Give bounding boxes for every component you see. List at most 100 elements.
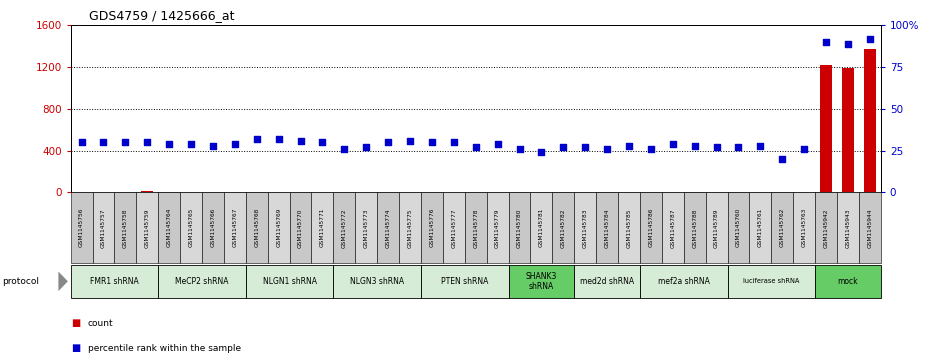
Point	[577, 144, 593, 150]
Text: GSM1145944: GSM1145944	[868, 208, 872, 248]
Point	[227, 141, 242, 147]
Bar	[618, 192, 640, 263]
Text: PTEN shRNA: PTEN shRNA	[441, 277, 489, 286]
Bar	[137, 192, 158, 263]
Bar	[815, 265, 881, 298]
Bar	[864, 49, 876, 192]
Point	[250, 136, 265, 142]
Text: GSM1145943: GSM1145943	[845, 208, 851, 248]
Point	[556, 144, 571, 150]
Point	[337, 146, 352, 152]
Bar	[71, 265, 158, 298]
Text: GSM1145781: GSM1145781	[539, 208, 544, 248]
Text: GSM1145785: GSM1145785	[626, 208, 631, 248]
Bar	[92, 192, 114, 263]
Text: GSM1145775: GSM1145775	[408, 208, 413, 248]
Text: NLGN1 shRNA: NLGN1 shRNA	[263, 277, 317, 286]
Text: GSM1145760: GSM1145760	[736, 208, 741, 248]
Point	[622, 143, 637, 148]
Text: GSM1145789: GSM1145789	[714, 208, 719, 248]
Bar	[464, 192, 487, 263]
Text: percentile rank within the sample: percentile rank within the sample	[88, 344, 241, 353]
Point	[512, 146, 527, 152]
Text: luciferase shRNA: luciferase shRNA	[743, 278, 800, 284]
Point	[819, 39, 834, 45]
Point	[709, 144, 724, 150]
Text: mock: mock	[837, 277, 858, 286]
Bar	[859, 192, 881, 263]
Bar	[684, 192, 706, 263]
Text: GSM1145784: GSM1145784	[605, 208, 609, 248]
Bar	[224, 192, 246, 263]
Text: GSM1145777: GSM1145777	[451, 208, 456, 248]
Point	[139, 139, 154, 145]
Bar	[815, 192, 837, 263]
Text: protocol: protocol	[2, 277, 39, 286]
Point	[359, 144, 374, 150]
Bar	[268, 192, 289, 263]
Bar	[158, 265, 246, 298]
Text: GSM1145766: GSM1145766	[210, 208, 216, 248]
Text: GSM1145771: GSM1145771	[320, 208, 325, 248]
Bar	[114, 192, 137, 263]
Text: GSM1145767: GSM1145767	[233, 208, 237, 248]
Text: GSM1145782: GSM1145782	[560, 208, 566, 248]
Text: SHANK3
shRNA: SHANK3 shRNA	[526, 272, 557, 291]
Bar	[443, 192, 464, 263]
Point	[665, 141, 680, 147]
Text: GSM1145942: GSM1145942	[823, 208, 829, 248]
Point	[753, 143, 768, 148]
Bar	[246, 265, 333, 298]
Point	[271, 136, 286, 142]
Text: GSM1145763: GSM1145763	[802, 208, 806, 248]
Bar	[552, 192, 575, 263]
Bar	[640, 265, 727, 298]
Bar	[421, 265, 509, 298]
Bar	[333, 192, 355, 263]
Text: GSM1145772: GSM1145772	[342, 208, 347, 248]
Bar	[487, 192, 509, 263]
Bar	[575, 265, 640, 298]
Point	[162, 141, 177, 147]
Text: GSM1145762: GSM1145762	[780, 208, 785, 248]
Text: GSM1145774: GSM1145774	[385, 208, 391, 248]
Bar	[771, 192, 793, 263]
Bar	[842, 68, 854, 192]
Polygon shape	[58, 272, 68, 291]
Bar	[662, 192, 684, 263]
Point	[687, 143, 702, 148]
Text: GDS4759 / 1425666_at: GDS4759 / 1425666_at	[89, 9, 235, 22]
Text: GSM1145780: GSM1145780	[517, 208, 522, 248]
Text: GSM1145783: GSM1145783	[583, 208, 588, 248]
Bar	[575, 192, 596, 263]
Bar	[530, 192, 552, 263]
Text: ■: ■	[71, 343, 80, 354]
Bar	[750, 192, 771, 263]
Bar	[509, 192, 530, 263]
Point	[490, 141, 505, 147]
Text: GSM1145788: GSM1145788	[692, 208, 697, 248]
Point	[534, 150, 549, 155]
Bar	[141, 191, 154, 192]
Point	[643, 146, 658, 152]
Point	[205, 143, 220, 148]
Bar	[355, 192, 377, 263]
Bar	[377, 192, 399, 263]
Point	[425, 139, 440, 145]
Point	[315, 139, 330, 145]
Bar	[180, 192, 202, 263]
Text: GSM1145786: GSM1145786	[648, 208, 654, 248]
Text: GSM1145757: GSM1145757	[101, 208, 106, 248]
Point	[447, 139, 462, 145]
Bar	[727, 192, 750, 263]
Text: med2d shRNA: med2d shRNA	[580, 277, 634, 286]
Bar	[312, 192, 333, 263]
Bar	[837, 192, 859, 263]
Point	[402, 138, 417, 143]
Point	[774, 156, 789, 162]
Text: GSM1145773: GSM1145773	[364, 208, 368, 248]
Bar	[596, 192, 618, 263]
Text: GSM1145756: GSM1145756	[79, 208, 84, 248]
Text: count: count	[88, 319, 113, 327]
Point	[96, 139, 111, 145]
